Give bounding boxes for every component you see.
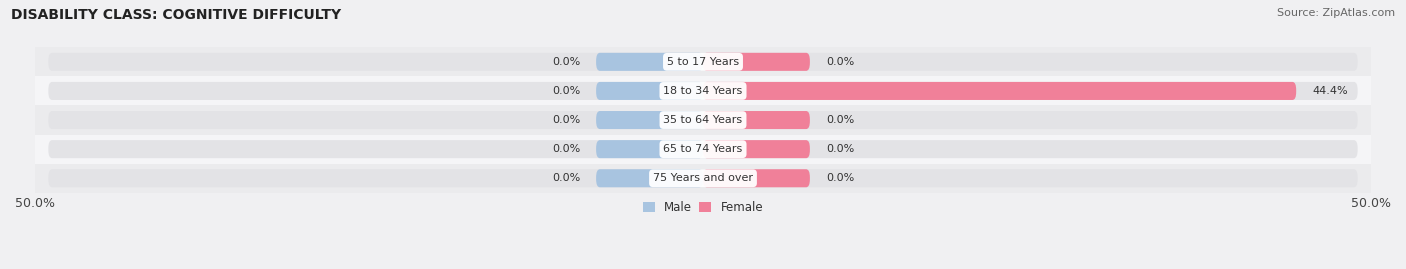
FancyBboxPatch shape	[703, 111, 810, 129]
Bar	[35, 47, 1371, 76]
FancyBboxPatch shape	[703, 53, 810, 71]
FancyBboxPatch shape	[596, 140, 703, 158]
Text: Source: ZipAtlas.com: Source: ZipAtlas.com	[1277, 8, 1395, 18]
Text: 0.0%: 0.0%	[825, 144, 855, 154]
FancyBboxPatch shape	[48, 111, 1358, 129]
Text: 0.0%: 0.0%	[551, 173, 581, 183]
Text: 5 to 17 Years: 5 to 17 Years	[666, 57, 740, 67]
Bar	[35, 164, 1371, 193]
FancyBboxPatch shape	[48, 53, 1358, 71]
Bar	[35, 105, 1371, 134]
Text: 0.0%: 0.0%	[825, 57, 855, 67]
Text: 44.4%: 44.4%	[1312, 86, 1348, 96]
Text: 75 Years and over: 75 Years and over	[652, 173, 754, 183]
Text: 0.0%: 0.0%	[551, 86, 581, 96]
Text: 0.0%: 0.0%	[825, 115, 855, 125]
FancyBboxPatch shape	[596, 111, 703, 129]
FancyBboxPatch shape	[48, 82, 1358, 100]
FancyBboxPatch shape	[703, 82, 1296, 100]
FancyBboxPatch shape	[596, 82, 703, 100]
Text: DISABILITY CLASS: COGNITIVE DIFFICULTY: DISABILITY CLASS: COGNITIVE DIFFICULTY	[11, 8, 342, 22]
FancyBboxPatch shape	[703, 140, 810, 158]
Legend: Male, Female: Male, Female	[638, 196, 768, 219]
Text: 0.0%: 0.0%	[551, 144, 581, 154]
Bar	[35, 134, 1371, 164]
Text: 0.0%: 0.0%	[551, 57, 581, 67]
FancyBboxPatch shape	[703, 169, 810, 187]
Text: 18 to 34 Years: 18 to 34 Years	[664, 86, 742, 96]
Text: 65 to 74 Years: 65 to 74 Years	[664, 144, 742, 154]
Text: 0.0%: 0.0%	[825, 173, 855, 183]
FancyBboxPatch shape	[48, 140, 1358, 158]
Text: 35 to 64 Years: 35 to 64 Years	[664, 115, 742, 125]
FancyBboxPatch shape	[596, 53, 703, 71]
FancyBboxPatch shape	[48, 169, 1358, 187]
FancyBboxPatch shape	[596, 169, 703, 187]
Bar	[35, 76, 1371, 105]
Text: 0.0%: 0.0%	[551, 115, 581, 125]
